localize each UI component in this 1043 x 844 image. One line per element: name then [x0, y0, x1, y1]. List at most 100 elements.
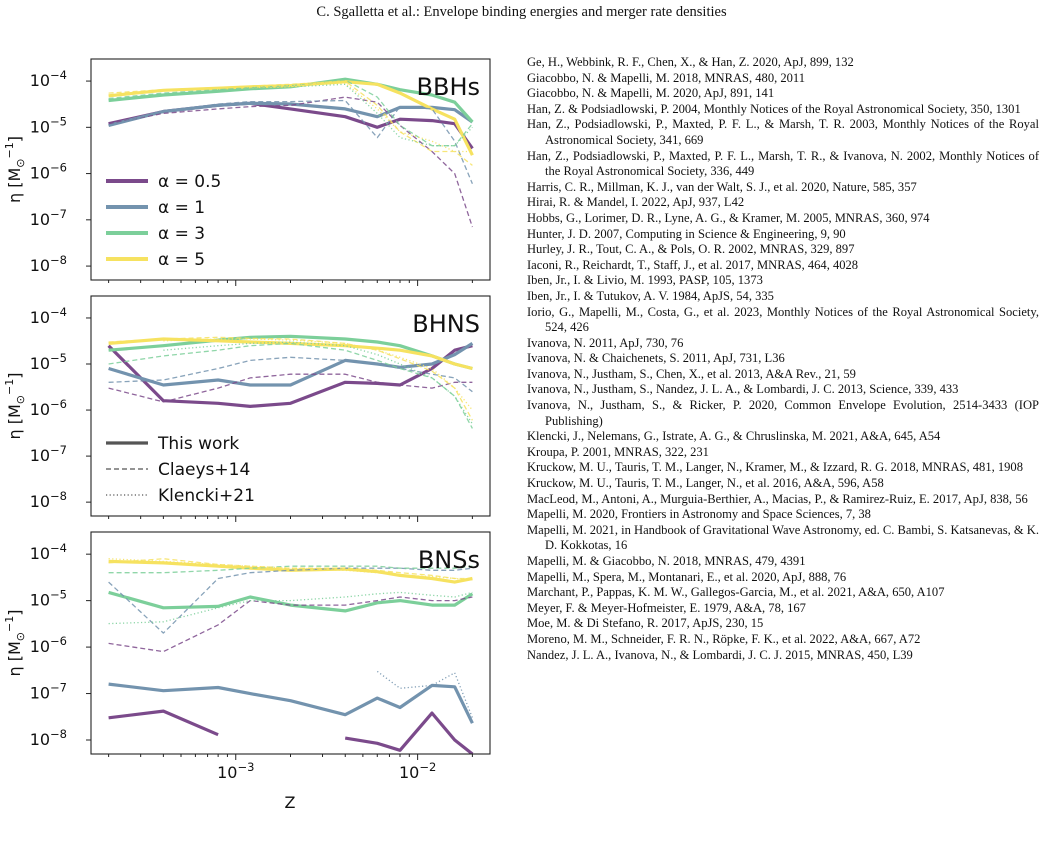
reference-item: Han, Z., Podsiadlowski, P., Maxted, P. F…: [527, 117, 1039, 147]
series-line-alpha-5-dotted: [163, 338, 473, 411]
y-axis-label-part: ]: [5, 610, 24, 616]
reference-item: Iorio, G., Mapelli, M., Costa, G., et al…: [527, 304, 1039, 335]
y-axis-label-sup: −1: [3, 142, 16, 158]
y-tick-base: 10: [30, 256, 50, 275]
y-tick-base: 10: [30, 730, 50, 749]
figure-svg: 10−410−510−610−710−8η [M⊙−1]BBHs10−410−5…: [3, 58, 491, 812]
series-line-alpha-0.5-solid: [108, 709, 474, 754]
y-axis-label: η [M⊙−1]: [3, 136, 27, 203]
y-tick-label: 10−8: [30, 489, 67, 511]
y-tick-exp: −6: [50, 397, 67, 411]
y-tick-label: 10−5: [30, 114, 67, 136]
series-line-alpha-1-solid: [108, 101, 474, 127]
y-tick-label: 10−8: [30, 253, 67, 275]
series-group: [108, 558, 474, 754]
reference-item: Mapelli, M. & Giacobbo, N. 2018, MNRAS, …: [527, 554, 806, 568]
x-tick-base: 10: [399, 763, 419, 782]
y-tick-exp: −5: [50, 351, 67, 365]
series-line-alpha-0.5-dashed: [108, 596, 473, 653]
y-tick-base: 10: [30, 117, 50, 136]
figure: 10−4 10−5 10−6 10−7 10−8 η [M⊙−1] BBHs 10−4 10−5…: [0, 50, 520, 844]
reference-item: Kruckow, M. U., Tauris, T. M., Langer, N…: [527, 460, 1023, 475]
legend-label-alpha: α = 3: [158, 224, 205, 244]
y-tick-base: 10: [30, 637, 50, 656]
reference-item: Iben, Jr., I. & Tutukov, A. V. 1984, ApJ…: [527, 288, 774, 303]
y-axis-label-part: ]: [5, 373, 24, 379]
y-tick-exp: −8: [50, 253, 67, 267]
reference-item: Mapelli, M. 2020, Frontiers in Astronomy…: [527, 507, 871, 522]
y-tick-label: 10−4: [30, 541, 67, 563]
panel-title: BNSs: [418, 546, 480, 574]
y-tick-exp: −4: [50, 305, 67, 319]
y-axis-label-part: ]: [5, 136, 24, 142]
legend-label-style: Klencki+21: [158, 486, 255, 506]
y-tick-base: 10: [30, 591, 50, 610]
y-axis-label-part: ⊙: [14, 395, 27, 404]
series-line-alpha-1-solid: [108, 682, 474, 724]
reference-item: Meyer, F. & Meyer-Hofmeister, E. 1979, A…: [527, 600, 806, 615]
x-tick-exp: −3: [237, 760, 254, 774]
y-tick-exp: −6: [50, 161, 67, 175]
y-axis-label: η [M⊙−1]: [3, 610, 27, 677]
reference-item: Hirai, R. & Mandel, I. 2022, ApJ, 937, L…: [527, 195, 745, 210]
reference-item: Hunter, J. D. 2007, Computing in Science…: [527, 226, 846, 241]
x-tick-exp: −2: [419, 760, 436, 774]
y-axis-label-part: η [M: [5, 641, 24, 676]
y-axis-label-sup: −1: [3, 379, 16, 395]
x-tick-label: 10−3: [217, 760, 254, 782]
panel-title: BBHs: [417, 73, 480, 101]
reference-item: Giacobbo, N. & Mapelli, M. 2020, ApJ, 89…: [527, 86, 775, 101]
y-tick-base: 10: [30, 446, 50, 465]
reference-item: Kruckow, M. U., Tauris, T. M., Langer, N…: [527, 476, 884, 491]
series-line-alpha-1-dashed: [108, 99, 474, 185]
series-group: [107, 334, 474, 429]
series-line-alpha-3-dotted: [163, 341, 473, 425]
y-tick-label: 10−8: [30, 727, 67, 749]
reference-item: Ivanova, N. 2011, ApJ, 730, 76: [527, 335, 684, 350]
legend-label-style: Claeys+14: [158, 460, 250, 480]
y-axis-label-part: ⊙: [14, 158, 27, 167]
y-tick-exp: −7: [50, 207, 67, 221]
y-tick-label: 10−6: [30, 161, 67, 183]
y-tick-exp: −5: [50, 588, 67, 602]
series-line-alpha-0.5-dashed: [108, 373, 473, 403]
y-tick-base: 10: [30, 164, 50, 183]
series-line-alpha-5-dashed: [108, 558, 473, 580]
reference-item: Hobbs, G., Lorimer, D. R., Lyne, A. G., …: [527, 210, 930, 225]
panel-bbhs: 10−410−510−610−710−8η [M⊙−1]BBHs: [3, 58, 491, 286]
y-axis-label-sup: −1: [3, 616, 16, 632]
reference-item: Mapelli, M., Spera, M., Montanari, E., e…: [527, 569, 847, 584]
x-axis-label: Z: [285, 793, 296, 812]
panel-bhns: 10−410−510−610−710−8η [M⊙−1]BHNS: [3, 295, 491, 522]
y-tick-base: 10: [30, 400, 50, 419]
y-tick-exp: −7: [50, 681, 67, 695]
series-line-alpha-5-solid: [108, 559, 473, 584]
y-tick-base: 10: [30, 71, 50, 90]
y-axis-label-part: η [M: [5, 168, 24, 203]
reference-item: Moreno, M. M., Schneider, F. R. N., Röpk…: [527, 631, 921, 646]
series-line-alpha-3-dashed: [108, 565, 473, 574]
plot-area: [91, 296, 490, 516]
reference-item: Han, Z. & Podsiadlowski, P. 2004, Monthl…: [527, 101, 1021, 116]
reference-item: Ge, H., Webbink, R. F., Chen, X., & Han,…: [527, 55, 854, 69]
y-tick-exp: −8: [50, 727, 67, 741]
y-tick-label: 10−7: [30, 443, 67, 465]
reference-item: Marchant, P., Pappas, K. M. W., Gallegos…: [527, 585, 945, 600]
legend-label-alpha: α = 5: [158, 250, 205, 270]
y-tick-exp: −4: [50, 68, 67, 82]
reference-item: Giacobbo, N. & Mapelli, M. 2018, MNRAS, …: [527, 70, 805, 85]
series-line-alpha-1-solid: [108, 342, 474, 387]
y-tick-label: 10−7: [30, 207, 67, 229]
legend-label-alpha: α = 0.5: [158, 172, 221, 192]
series-line-alpha-5-dashed: [108, 80, 473, 166]
y-axis-label-part: ⊙: [14, 632, 27, 641]
reference-item: Kroupa, P. 2001, MNRAS, 322, 231: [527, 444, 709, 459]
reference-item: Nandez, J. L. A., Ivanova, N., & Lombard…: [527, 647, 913, 662]
legend-label-alpha: α = 1: [158, 198, 205, 218]
x-tick-label: 10−2: [399, 760, 436, 782]
y-tick-exp: −5: [50, 114, 67, 128]
y-tick-label: 10−5: [30, 588, 67, 610]
y-axis-label: η [M⊙−1]: [3, 373, 27, 440]
series-line-alpha-3-solid: [108, 77, 474, 124]
y-tick-base: 10: [30, 492, 50, 511]
